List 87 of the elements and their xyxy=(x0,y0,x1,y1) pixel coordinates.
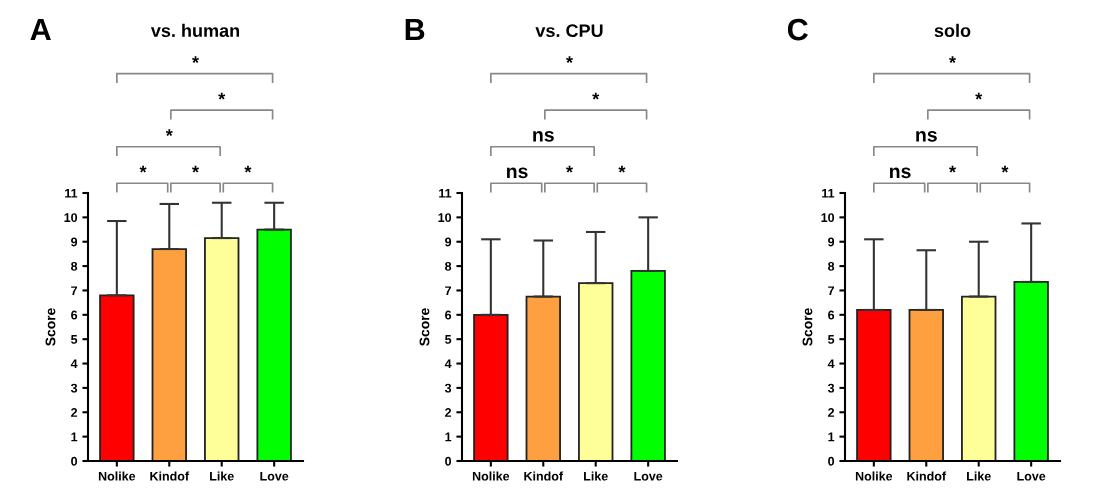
y-tick-label: 9 xyxy=(71,237,78,247)
x-tick-label: Kindof xyxy=(907,471,947,481)
y-tick-label: 3 xyxy=(70,383,78,393)
text: * xyxy=(1001,165,1009,173)
text: B xyxy=(405,19,425,41)
y-tick-label: 2 xyxy=(445,408,452,417)
bar xyxy=(961,295,997,461)
chart-title: vs. CPU xyxy=(535,24,603,38)
chart-title: solo xyxy=(934,23,971,38)
y-tick-label: 1 xyxy=(828,432,835,442)
bar xyxy=(151,248,187,461)
x-tick-label: Like xyxy=(210,471,234,481)
text: * xyxy=(139,165,147,173)
bar xyxy=(908,309,944,461)
y-axis-title: Score xyxy=(419,308,430,346)
y-tick-label: 10 xyxy=(438,213,452,223)
y-tick-label: 0 xyxy=(445,456,452,466)
y-tick-label: 7 xyxy=(71,286,78,295)
x-tick-label: Like xyxy=(967,471,991,481)
y-tick-label: 8 xyxy=(71,261,78,271)
y-tick-label: 2 xyxy=(71,408,78,417)
text: * xyxy=(592,92,600,100)
text: * xyxy=(975,92,983,100)
y-tick-label: 3 xyxy=(827,383,835,393)
text: ns xyxy=(916,130,937,142)
text: * xyxy=(165,129,173,137)
x-tick-label: Nolike xyxy=(98,471,136,481)
y-tick-label: 7 xyxy=(828,286,835,295)
y-tick-label: 0 xyxy=(71,456,78,466)
text: * xyxy=(218,92,226,100)
y-tick-label: 9 xyxy=(445,237,452,247)
text: ns xyxy=(890,167,911,179)
y-tick-label: 6 xyxy=(71,310,78,320)
y-tick-label: 1 xyxy=(71,432,78,442)
bar xyxy=(525,295,561,461)
y-tick-label: 1 xyxy=(445,432,452,442)
y-tick-label: 5 xyxy=(445,335,452,344)
y-tick-label: 11 xyxy=(822,188,835,198)
y-axis-title: Score xyxy=(802,308,813,346)
y-tick-label: 4 xyxy=(70,359,78,369)
bar xyxy=(630,270,666,461)
y-tick-label: 6 xyxy=(445,310,452,320)
text: * xyxy=(949,56,956,63)
x-tick-label: Love xyxy=(1017,471,1046,481)
text: * xyxy=(618,165,626,173)
y-tick-label: 4 xyxy=(444,359,452,369)
y-tick-label: 10 xyxy=(64,213,78,223)
y-tick-label: 11 xyxy=(439,188,452,198)
bar xyxy=(473,313,509,461)
text: * xyxy=(566,165,573,173)
text: * xyxy=(244,165,252,173)
y-tick-label: 10 xyxy=(821,213,835,223)
y-tick-label: 5 xyxy=(828,335,835,344)
y-tick-label: 3 xyxy=(444,383,452,393)
bar xyxy=(99,294,135,461)
y-tick-label: 8 xyxy=(828,261,835,271)
x-tick-label: Nolike xyxy=(472,471,510,481)
bar xyxy=(856,309,892,461)
text: ns xyxy=(507,167,528,179)
bar xyxy=(204,237,240,461)
text: * xyxy=(949,165,956,173)
text: A xyxy=(30,19,51,41)
x-tick-label: Kindof xyxy=(524,471,564,481)
bar xyxy=(1013,281,1049,461)
y-tick-label: 8 xyxy=(445,261,452,271)
y-tick-label: 9 xyxy=(828,237,835,247)
y-tick-label: 4 xyxy=(827,359,835,369)
bar xyxy=(256,228,292,461)
y-tick-label: 7 xyxy=(445,286,452,295)
y-tick-label: 6 xyxy=(828,310,835,320)
text: * xyxy=(566,56,573,63)
y-tick-label: 5 xyxy=(71,335,78,344)
x-tick-label: Nolike xyxy=(855,471,893,481)
text: * xyxy=(192,165,199,173)
x-tick-label: Kindof xyxy=(150,471,190,481)
text: C xyxy=(787,18,808,41)
x-tick-label: Love xyxy=(260,471,289,481)
text: ns xyxy=(533,130,554,142)
chart-title: vs. human xyxy=(150,23,240,38)
x-tick-label: Like xyxy=(584,471,608,481)
y-tick-label: 11 xyxy=(65,188,78,198)
text: * xyxy=(192,56,199,63)
y-tick-label: 2 xyxy=(828,408,835,417)
y-axis-title: Score xyxy=(45,308,56,346)
bar xyxy=(578,282,614,461)
x-tick-label: Love xyxy=(634,471,663,481)
y-tick-label: 0 xyxy=(828,456,835,466)
